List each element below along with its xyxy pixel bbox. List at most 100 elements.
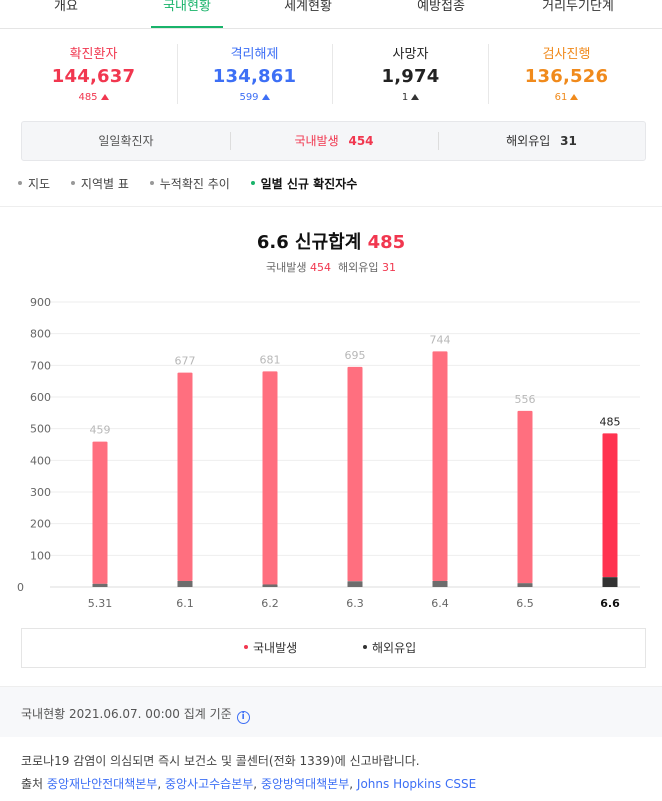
- bar-overseas: [177, 580, 193, 587]
- bullet-icon: [70, 181, 75, 185]
- stat-delta: 61: [489, 92, 644, 103]
- arrow-up-icon: [411, 94, 420, 100]
- summary-stats: 확진환자 144,637 485 격리해제 134,861 599 사망자 1,…: [0, 36, 662, 114]
- tab-overview[interactable]: 개요: [54, 0, 78, 14]
- x-tick-label: 6.2: [261, 597, 279, 610]
- bar-overseas: [347, 581, 363, 587]
- subtab-overseas-label: 해외유입: [506, 134, 551, 148]
- y-tick-label: 400: [30, 454, 51, 467]
- divider: [488, 44, 489, 104]
- bar-domestic: [432, 351, 448, 581]
- stat-delta: 485: [16, 92, 171, 103]
- bar-overseas: [262, 584, 278, 587]
- x-tick-label: 6.5: [516, 597, 534, 610]
- case-type-selector: 일일확진자 국내발생 454 해외유입 31: [21, 121, 646, 161]
- tab-distancing[interactable]: 거리두기단계: [542, 0, 614, 14]
- arrow-up-icon: [261, 94, 270, 100]
- subtab-daily[interactable]: 일일확진자: [98, 134, 154, 148]
- subtab-domestic-value: 454: [348, 134, 374, 148]
- legend-overseas: 해외유입: [363, 629, 416, 667]
- bar-value-label: 744: [430, 333, 451, 346]
- stat-label: 사망자: [392, 47, 429, 62]
- bar-domestic: [177, 372, 193, 581]
- active-tab-indicator: [151, 26, 223, 28]
- view-nav: 지도 지역별 표 누적확진 추이 일별 신규 확진자수: [18, 175, 374, 195]
- y-tick-label: 600: [30, 391, 51, 404]
- chart-subtitle: 국내발생 454 해외유입 31: [266, 261, 396, 274]
- bar-value-label: 695: [345, 349, 366, 362]
- subtab-domestic[interactable]: 국내발생 454: [230, 122, 438, 160]
- stat-label: 검사진행: [542, 47, 591, 62]
- source-link[interactable]: 중앙재난안전대책본부: [46, 777, 158, 791]
- bullet-icon: [149, 181, 154, 185]
- arrow-up-icon: [570, 94, 579, 100]
- bullet-icon: [250, 181, 255, 185]
- chart-title: 6.6 신규합계 485: [256, 232, 406, 253]
- nav-cumulative[interactable]: 누적확진 추이: [149, 177, 230, 191]
- x-tick-label: 6.1: [176, 597, 194, 610]
- tab-vaccination[interactable]: 예방접종: [417, 0, 465, 14]
- stat-delta: 599: [177, 92, 332, 103]
- divider: [177, 44, 178, 104]
- bar-value-label: 485: [600, 415, 621, 428]
- stat-value: 144,637: [51, 66, 136, 87]
- y-tick-label: 700: [30, 359, 51, 372]
- stat-delta: 1: [333, 92, 488, 103]
- legend-domestic: 국내발생: [244, 629, 297, 667]
- bar-overseas: [517, 583, 533, 587]
- data-basis: 국내현황 2021.06.07. 00:00 집계 기준 i: [21, 705, 250, 724]
- source-line: 출처 중앙재난안전대책본부, 중앙사고수습본부, 중앙방역대책본부, Johns…: [21, 777, 477, 791]
- subtab-overseas-value: 31: [560, 134, 577, 148]
- stat-value: 134,861: [212, 66, 297, 87]
- source-link[interactable]: 중앙방역대책본부: [260, 777, 350, 791]
- bar-value-label: 459: [90, 424, 111, 437]
- y-tick-label: 500: [30, 423, 51, 436]
- stat-confirmed: 확진환자 144,637 485: [16, 36, 171, 103]
- tab-domestic[interactable]: 국내현황: [163, 0, 211, 14]
- divider: [438, 132, 439, 150]
- divider: [0, 206, 662, 207]
- tab-world[interactable]: 세계현황: [284, 0, 332, 14]
- y-tick-label: 300: [30, 486, 51, 499]
- stat-released: 격리해제 134,861 599: [177, 36, 332, 103]
- bar-value-label: 556: [515, 393, 536, 406]
- bar-domestic: [517, 410, 533, 584]
- source-link[interactable]: Johns Hopkins CSSE: [356, 777, 477, 791]
- bar-value-label: 681: [260, 353, 281, 366]
- stat-value: 1,974: [381, 66, 440, 87]
- x-tick-label: 6.6: [600, 597, 620, 610]
- info-icon[interactable]: i: [236, 711, 250, 724]
- y-tick-label: 900: [30, 296, 51, 309]
- bullet-icon: [18, 181, 22, 185]
- bar-overseas: [92, 583, 108, 587]
- y-tick-label: 800: [30, 328, 51, 341]
- bar-overseas: [602, 577, 618, 587]
- y-tick-label: 100: [30, 549, 51, 562]
- footer-band: [0, 686, 662, 737]
- nav-map[interactable]: 지도: [18, 177, 50, 191]
- bar-value-label: 677: [175, 355, 196, 368]
- divider: [230, 132, 231, 150]
- y-tick-label: 0: [17, 581, 24, 594]
- subtab-overseas[interactable]: 해외유입 31: [438, 122, 645, 160]
- x-tick-label: 6.4: [431, 597, 449, 610]
- legend-dot-icon: [363, 645, 367, 649]
- stat-value: 136,526: [524, 66, 609, 87]
- chart-legend: 국내발생 해외유입: [21, 628, 646, 668]
- x-tick-label: 5.31: [88, 597, 113, 610]
- bar-domestic: [92, 441, 108, 584]
- nav-daily-new[interactable]: 일별 신규 확진자수: [250, 177, 357, 191]
- stat-testing: 검사진행 136,526 61: [489, 36, 644, 103]
- daily-cases-bar-chart: 0 100 200 300 400 500 600 700 800 900 459 5.31 677 6.…: [17, 296, 640, 610]
- notice-text: 코로나19 감염이 의심되면 즉시 보건소 및 콜센터(전화 1339)에 신고…: [21, 754, 420, 768]
- bar-domestic: [347, 366, 363, 582]
- bar-overseas: [432, 580, 448, 587]
- stat-deaths: 사망자 1,974 1: [333, 36, 488, 103]
- bar-domestic: [262, 371, 278, 585]
- divider: [332, 44, 333, 104]
- nav-region-table[interactable]: 지역별 표: [70, 177, 129, 191]
- source-link[interactable]: 중앙사고수습본부: [164, 777, 254, 791]
- bar-domestic: [602, 433, 618, 578]
- stat-label: 확진환자: [69, 47, 118, 62]
- top-tab-bar: 개요 국내현황 세계현황 예방접종 거리두기단계: [0, 0, 662, 29]
